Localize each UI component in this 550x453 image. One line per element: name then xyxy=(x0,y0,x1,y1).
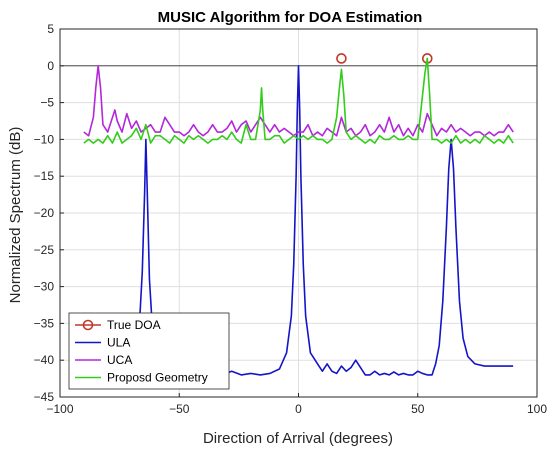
legend: True DOA ULA UCA Proposd Geometry xyxy=(68,312,230,390)
y-tick-label: −5 xyxy=(40,96,54,110)
series-line-proposd-geometry xyxy=(83,57,514,144)
axes xyxy=(59,28,538,398)
legend-marker xyxy=(82,319,94,331)
x-axis-label: Direction of Arrival (degrees) xyxy=(203,430,393,447)
legend-entry-label: UCA xyxy=(107,353,132,367)
y-tick-label: 0 xyxy=(47,59,54,73)
chart-title: MUSIC Algorithm for DOA Estimation xyxy=(158,9,423,26)
y-tick-label: −10 xyxy=(34,132,55,146)
y-tick-label: −20 xyxy=(34,206,55,220)
tick-labels: −100 −50 0 50 10050−5−10−15−20−25−30−35−40−4… xyxy=(34,22,548,416)
y-tick-label: −25 xyxy=(34,243,55,257)
y-tick-label: −45 xyxy=(34,390,55,404)
y-tick-label: −15 xyxy=(34,169,55,183)
x-tick-label: 50 xyxy=(411,402,425,416)
legend-entry-label: ULA xyxy=(107,336,130,350)
x-tick-label: 0 xyxy=(295,402,302,416)
y-tick-label: −40 xyxy=(34,353,55,367)
legend-entry-label: Proposd Geometry xyxy=(107,371,208,385)
y-tick-label: 5 xyxy=(47,22,54,36)
x-tick-label: −100 xyxy=(46,402,73,416)
y-axis-label: Normalized Spectrum (dB) xyxy=(7,127,24,304)
y-tick-label: −35 xyxy=(34,316,55,330)
legend-entry-label: True DOA xyxy=(107,318,161,332)
x-tick-label: 100 xyxy=(527,402,547,416)
true-doa-marker xyxy=(336,53,347,64)
y-tick-label: −30 xyxy=(34,280,55,294)
x-tick-label: −50 xyxy=(169,402,190,416)
